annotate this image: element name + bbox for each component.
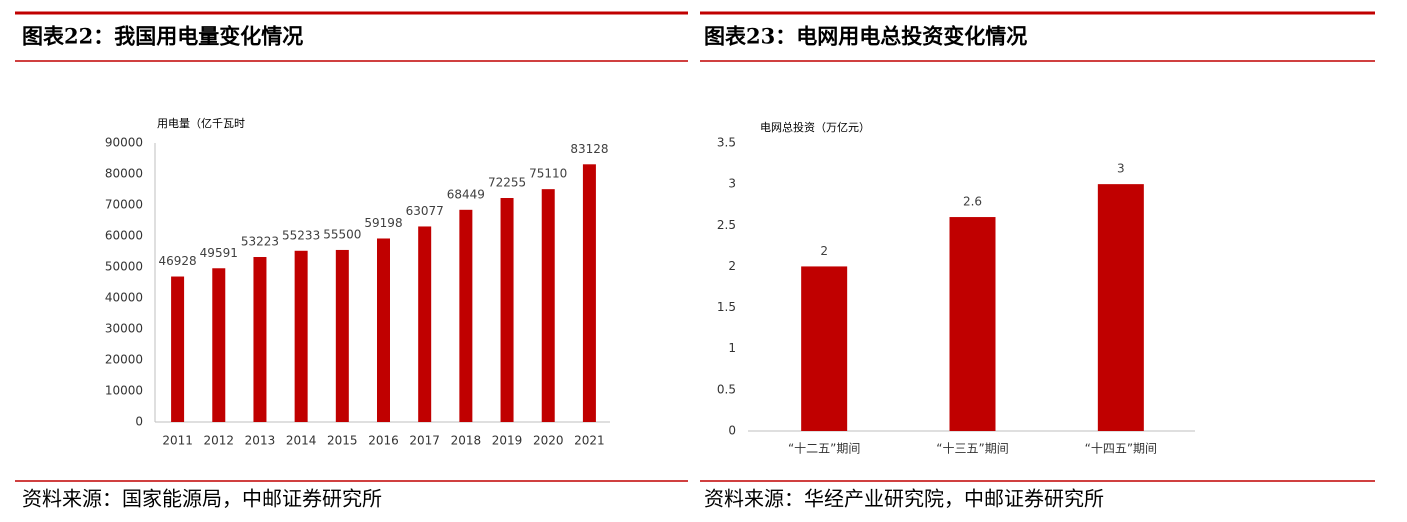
value-label: 53223 <box>241 235 279 249</box>
y-tick-label: 1 <box>728 341 736 355</box>
value-label: 72255 <box>488 176 526 190</box>
bar <box>801 266 848 431</box>
chart-title: 图表22：我国用电量变化情况 <box>22 24 303 49</box>
y-tick-label: 50000 <box>105 260 143 274</box>
bar <box>212 268 226 422</box>
y-tick-label: 70000 <box>105 198 143 212</box>
y-tick-label: 80000 <box>105 167 143 181</box>
x-tick-label: 2012 <box>203 434 234 448</box>
value-label: 63077 <box>406 204 444 218</box>
x-tick-label: 2011 <box>162 434 193 448</box>
bar <box>377 238 390 422</box>
y-tick-label: 0.5 <box>717 382 736 396</box>
x-tick-label: 2019 <box>492 434 523 448</box>
x-tick-label: 2015 <box>327 434 358 448</box>
bar <box>171 276 185 422</box>
x-tick-label: 2021 <box>574 434 605 448</box>
y-axis-label: 电网总投资（万亿元） <box>760 120 870 134</box>
y-tick-label: 2 <box>728 259 736 273</box>
value-label: 55500 <box>323 227 361 241</box>
chart-title: 图表23：电网用电总投资变化情况 <box>704 24 1027 49</box>
bar <box>294 250 308 422</box>
x-tick-label: 2013 <box>245 434 276 448</box>
bar <box>582 164 596 422</box>
x-tick-label: 2018 <box>451 434 482 448</box>
bar <box>335 249 349 422</box>
y-tick-label: 20000 <box>105 353 143 367</box>
y-tick-label: 3 <box>728 177 736 191</box>
y-tick-label: 60000 <box>105 229 143 243</box>
bar <box>1097 184 1144 431</box>
bar <box>949 217 996 431</box>
value-label: 75110 <box>529 167 567 181</box>
x-tick-label: 2020 <box>533 434 564 448</box>
y-axis-label: 用电量（亿千瓦时 <box>157 117 245 130</box>
bar <box>459 209 473 422</box>
x-tick-label: “十四五”期间 <box>1085 442 1157 456</box>
value-label: 83128 <box>570 142 608 156</box>
value-label: 55233 <box>282 228 320 242</box>
value-label: 49591 <box>200 246 238 260</box>
value-label: 2.6 <box>963 195 982 209</box>
y-tick-label: 1.5 <box>717 300 736 314</box>
source: 资料来源：国家能源局，中邮证券研究所 <box>22 487 382 511</box>
y-tick-label: 3.5 <box>717 136 736 150</box>
y-tick-label: 30000 <box>105 322 143 336</box>
bar <box>253 257 267 422</box>
value-label: 3 <box>1117 162 1125 176</box>
bar <box>500 198 514 422</box>
x-tick-label: “十三五”期间 <box>936 442 1008 456</box>
y-tick-label: 40000 <box>105 291 143 305</box>
y-tick-label: 10000 <box>105 384 143 398</box>
source: 资料来源：华经产业研究院，中邮证券研究所 <box>704 487 1104 511</box>
value-label: 59198 <box>364 216 402 230</box>
y-tick-label: 0 <box>135 415 143 429</box>
y-tick-label: 2.5 <box>717 218 736 232</box>
bar <box>418 226 432 422</box>
y-tick-label: 90000 <box>105 136 143 150</box>
y-tick-label: 0 <box>728 424 736 438</box>
x-tick-label: “十二五”期间 <box>788 442 860 456</box>
x-tick-label: 2016 <box>368 434 399 448</box>
x-tick-label: 2017 <box>409 434 440 448</box>
value-label: 2 <box>820 244 828 258</box>
x-tick-label: 2014 <box>286 434 317 448</box>
value-label: 46928 <box>158 254 196 268</box>
bar <box>541 189 555 422</box>
value-label: 68449 <box>447 187 485 201</box>
